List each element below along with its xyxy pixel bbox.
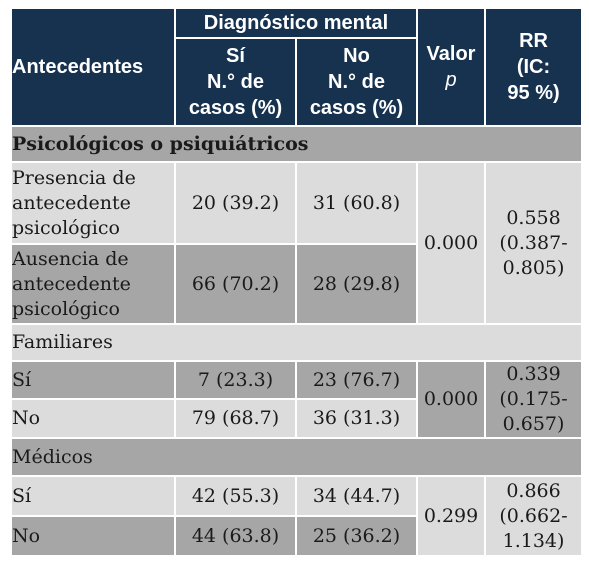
header-rr: RR (IC: 95 %) — [484, 7, 584, 127]
header-diagnostico-mental: Diagnóstico mental — [173, 7, 419, 39]
cell-si: 66 (70.2) — [174, 243, 297, 325]
cell-si: 44 (63.8) — [174, 515, 297, 557]
results-table-container: Antecedentes Diagnóstico mental Valor p … — [9, 7, 584, 557]
section-row-familiares: Familiares — [9, 323, 584, 362]
section-title: Psicológicos o psiquiátricos — [9, 125, 584, 163]
row-label: No — [10, 398, 176, 439]
section-title: Familiares — [9, 323, 584, 362]
row-label: Sí — [10, 360, 176, 400]
row-label: Sí — [10, 475, 176, 517]
table-row: Sí 7 (23.3) 23 (76.7) 0.000 0.339 (0.175… — [10, 360, 584, 439]
section-row-psicologicos: Psicológicos o psiquiátricos — [9, 125, 584, 163]
table-row: Ausencia de antecedente psicológico 66 (… — [10, 243, 582, 325]
cell-no: 36 (31.3) — [294, 398, 419, 439]
cell-si: 20 (39.2) — [174, 161, 297, 245]
results-table: Antecedentes Diagnóstico mental Valor p … — [9, 7, 584, 557]
header-antecedentes: Antecedentes — [10, 7, 176, 127]
cell-si: 79 (68.7) — [174, 398, 297, 439]
row-label: Ausencia de antecedente psicológico — [10, 243, 176, 325]
table-row: No 44 (63.8) 25 (36.2) — [10, 515, 582, 557]
header-si-casos: Sí N.° de casos (%) — [174, 37, 297, 127]
cell-no: 31 (60.8) — [294, 161, 419, 245]
header-valor-p: Valor p — [416, 7, 487, 127]
cell-si: 42 (55.3) — [174, 475, 297, 517]
table-row: No 79 (68.7) 36 (31.3) — [10, 398, 582, 439]
header-no-casos: No N.° de casos (%) — [294, 37, 419, 127]
cell-p-value: 0.000 — [416, 161, 487, 325]
row-label: Presencia de antecedente psicológico — [10, 161, 176, 245]
cell-no: 23 (76.7) — [294, 360, 419, 400]
cell-rr: 0.339 (0.175- 0.657) — [484, 360, 584, 439]
cell-rr: 0.866 (0.662- 1.134) — [484, 475, 584, 557]
table-row: Sí 42 (55.3) 34 (44.7) 0.299 0.866 (0.66… — [10, 475, 584, 557]
cell-si: 7 (23.3) — [174, 360, 297, 400]
section-title: Médicos — [9, 437, 584, 477]
cell-no: 28 (29.8) — [294, 243, 419, 325]
cell-p-value: 0.299 — [416, 475, 487, 557]
cell-no: 34 (44.7) — [294, 475, 419, 517]
section-row-medicos: Médicos — [9, 437, 584, 477]
cell-rr: 0.558 (0.387- 0.805) — [484, 161, 584, 325]
table-row: Presencia de antecedente psicológico 20 … — [10, 161, 584, 325]
header-p-italic: p — [445, 69, 457, 91]
cell-no: 25 (36.2) — [294, 515, 419, 557]
row-label: No — [10, 515, 176, 557]
cell-p-value: 0.000 — [416, 360, 487, 439]
